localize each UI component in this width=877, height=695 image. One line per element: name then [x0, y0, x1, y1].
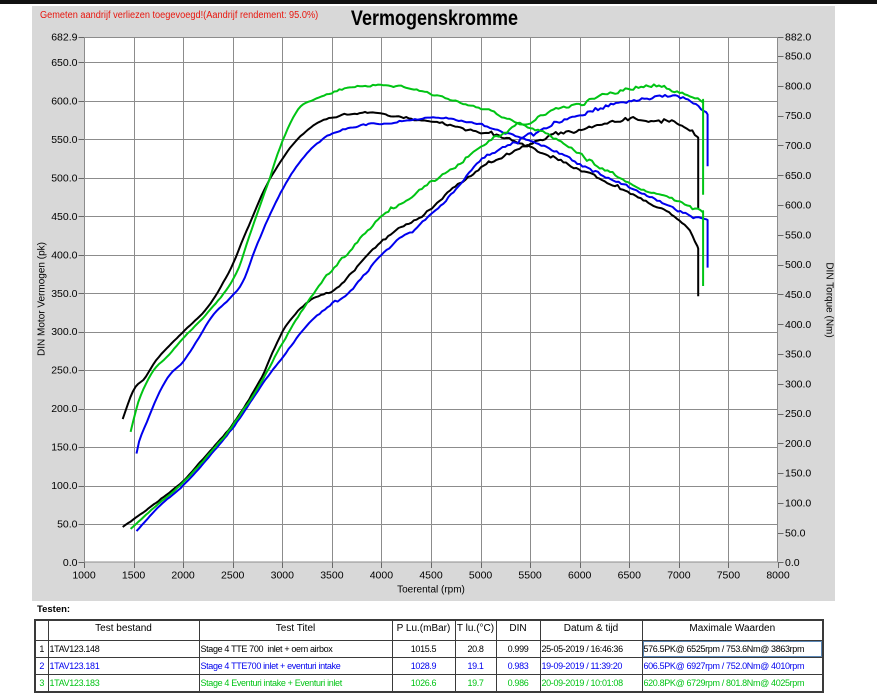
svg-text:5000: 5000 [469, 570, 493, 582]
svg-text:6000: 6000 [568, 570, 592, 582]
svg-text:750.0: 750.0 [785, 110, 811, 122]
svg-text:350.0: 350.0 [51, 288, 77, 300]
svg-text:650.0: 650.0 [51, 57, 77, 69]
svg-text:600.0: 600.0 [785, 200, 811, 212]
svg-text:800.0: 800.0 [785, 81, 811, 93]
svg-text:7500: 7500 [717, 570, 741, 582]
svg-text:550.0: 550.0 [51, 134, 77, 146]
svg-text:650.0: 650.0 [785, 170, 811, 182]
svg-text:500.0: 500.0 [51, 172, 77, 184]
svg-text:300.0: 300.0 [785, 378, 811, 390]
svg-text:50.0: 50.0 [785, 527, 806, 539]
svg-text:5500: 5500 [518, 570, 542, 582]
svg-text:3000: 3000 [271, 570, 295, 582]
svg-text:2000: 2000 [171, 570, 195, 582]
svg-text:Toerental (rpm): Toerental (rpm) [397, 585, 465, 596]
svg-text:600.0: 600.0 [51, 95, 77, 107]
svg-text:400.0: 400.0 [785, 319, 811, 331]
svg-text:6500: 6500 [618, 570, 642, 582]
svg-text:8000: 8000 [766, 570, 790, 582]
svg-text:0.0: 0.0 [785, 557, 800, 569]
svg-text:882.0: 882.0 [785, 32, 811, 44]
svg-text:300.0: 300.0 [51, 326, 77, 338]
svg-text:150.0: 150.0 [51, 442, 77, 454]
svg-text:4500: 4500 [419, 570, 443, 582]
svg-text:DIN Torque (Nm): DIN Torque (Nm) [824, 262, 835, 337]
svg-text:200.0: 200.0 [51, 403, 77, 415]
svg-text:500.0: 500.0 [785, 259, 811, 271]
svg-text:700.0: 700.0 [785, 140, 811, 152]
svg-text:2500: 2500 [221, 570, 245, 582]
svg-text:682.9: 682.9 [51, 32, 77, 44]
svg-text:50.0: 50.0 [57, 519, 78, 531]
svg-text:100.0: 100.0 [785, 498, 811, 510]
svg-text:3500: 3500 [320, 570, 344, 582]
svg-text:100.0: 100.0 [51, 480, 77, 492]
svg-text:1000: 1000 [72, 570, 96, 582]
svg-text:200.0: 200.0 [785, 438, 811, 450]
svg-text:250.0: 250.0 [785, 408, 811, 420]
svg-text:400.0: 400.0 [51, 249, 77, 261]
svg-text:350.0: 350.0 [785, 349, 811, 361]
svg-text:850.0: 850.0 [785, 51, 811, 63]
svg-text:7000: 7000 [667, 570, 691, 582]
svg-text:DIN Motor Vermogen (pk): DIN Motor Vermogen (pk) [37, 242, 48, 356]
svg-text:450.0: 450.0 [51, 211, 77, 223]
svg-text:450.0: 450.0 [785, 289, 811, 301]
svg-text:4000: 4000 [370, 570, 394, 582]
svg-text:150.0: 150.0 [785, 468, 811, 480]
svg-text:550.0: 550.0 [785, 229, 811, 241]
svg-text:1500: 1500 [122, 570, 146, 582]
svg-text:250.0: 250.0 [51, 365, 77, 377]
svg-text:0.0: 0.0 [63, 557, 78, 569]
